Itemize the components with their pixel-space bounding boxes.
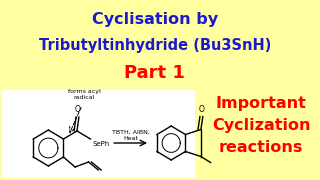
Text: Tributyltinhydride (Bu3SnH): Tributyltinhydride (Bu3SnH)	[39, 38, 271, 53]
Text: O: O	[199, 105, 205, 114]
Text: Important: Important	[216, 96, 307, 111]
Text: Cyclisation by: Cyclisation by	[92, 12, 218, 27]
Text: Cyclization: Cyclization	[212, 118, 310, 133]
Text: O: O	[75, 105, 81, 114]
Text: SePh: SePh	[92, 141, 110, 147]
Bar	[2, 90, 196, 178]
Text: reactions: reactions	[219, 140, 303, 155]
Text: Part 1: Part 1	[124, 64, 185, 82]
Text: forms acyl
radical: forms acyl radical	[68, 89, 100, 100]
Text: TBTH, AIBN,
Heat: TBTH, AIBN, Heat	[112, 130, 149, 141]
